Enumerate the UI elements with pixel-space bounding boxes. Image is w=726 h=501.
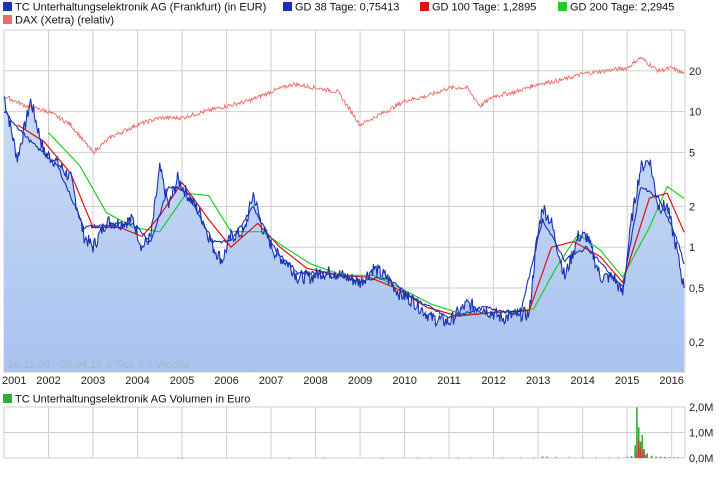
volume-bar <box>541 456 544 458</box>
volume-bar <box>430 457 433 459</box>
volume-bars <box>176 407 680 459</box>
legend-label-gd38: GD 38 Tage: 0,75413 <box>295 2 399 14</box>
volume-bar <box>519 457 522 459</box>
volume-bar <box>668 457 671 458</box>
legend-swatch-gd100 <box>420 2 429 11</box>
volume-legend: TC Unterhaltungselektronik AG Volumen in… <box>3 394 250 406</box>
volume-bar <box>176 457 179 459</box>
x-tick-label: 2005 <box>170 375 194 387</box>
legend-swatch-gd200 <box>558 2 567 11</box>
volume-bar <box>677 457 680 459</box>
series-lines <box>3 56 685 328</box>
legend-swatch-volume <box>3 394 12 403</box>
volume-bar <box>288 457 290 459</box>
x-tick-label: 2014 <box>570 375 594 387</box>
volume-bar <box>664 456 666 458</box>
y-tick-label: 10 <box>689 107 701 119</box>
legend-label-dax: DAX (Xetra) (relativ) <box>15 15 114 27</box>
volume-bar-accent <box>639 447 641 458</box>
volume-bar <box>636 407 638 458</box>
stock-price-line <box>3 96 685 328</box>
legend-swatch-gd38 <box>283 2 292 11</box>
volume-tick-label: 1,0M <box>689 428 713 440</box>
volume-bar <box>323 457 326 459</box>
legend-label-volume: TC Unterhaltungselektronik AG Volumen in… <box>15 394 250 406</box>
volume-bar <box>595 457 597 459</box>
volume-bar <box>626 456 628 458</box>
volume-bar-accent <box>641 452 643 458</box>
volume-bar <box>417 457 419 459</box>
volume-bar <box>646 453 648 458</box>
x-tick-label: 2015 <box>615 375 639 387</box>
volume-bar <box>659 456 662 458</box>
volume-bar <box>650 455 653 458</box>
gd100-line <box>17 124 685 317</box>
dax-line <box>3 56 685 155</box>
y-tick-label: 1 <box>689 242 695 254</box>
legend-label-gd200: GD 200 Tage: 2,2945 <box>570 2 674 14</box>
x-tick-label: 2013 <box>526 375 550 387</box>
y-tick-label: 0,2 <box>689 337 704 349</box>
legend-swatch-stock <box>3 2 12 11</box>
x-tick-label: 2010 <box>392 375 416 387</box>
x-tick-labels: 2001 2002 2003 2004 2005 2006 2007 2008 2009 2010… <box>2 375 684 387</box>
legend-label-stock: TC Unterhaltungselektronik AG (Frankfurt… <box>15 2 266 14</box>
x-tick-label: 2001 <box>2 375 26 387</box>
x-tick-label: 2016 <box>659 375 683 387</box>
volume-tick-label: 0,0M <box>689 453 713 465</box>
date-range-label: 16.11.00 - 08.04.16 1 Tick = 1 Woche <box>8 359 190 371</box>
volume-bar <box>608 457 611 459</box>
x-tick-label: 2006 <box>214 375 238 387</box>
volume-bar <box>457 457 459 459</box>
volume-bar <box>555 457 557 458</box>
volume-bar <box>470 457 473 459</box>
volume-bar <box>568 457 571 458</box>
volume-bar <box>546 456 548 458</box>
y-tick-label: 0,5 <box>689 283 704 295</box>
y-tick-labels: 0,2 0,5 1 2 5 10 20 <box>689 66 704 349</box>
x-tick-label: 2011 <box>437 375 461 387</box>
y-tick-label: 20 <box>689 66 701 78</box>
volume-bar-accent <box>636 453 638 458</box>
stock-area-fill <box>4 96 685 373</box>
x-tick-label: 2007 <box>259 375 283 387</box>
x-tick-label: 2004 <box>125 375 149 387</box>
volume-bar <box>532 457 535 459</box>
volume-bar <box>501 457 504 459</box>
legend: TC Unterhaltungselektronik AG (Frankfurt… <box>3 2 674 27</box>
y-tick-label: 5 <box>689 147 695 159</box>
volume-bar <box>617 457 620 459</box>
volume-bar-accent <box>637 440 640 458</box>
legend-swatch-dax <box>3 15 12 24</box>
volume-bar <box>581 457 584 459</box>
volume-bar <box>655 456 657 458</box>
volume-bar <box>673 457 675 458</box>
volume-bar-accent <box>645 454 647 458</box>
volume-bar <box>634 445 636 458</box>
volume-bar <box>181 457 183 459</box>
x-tick-label: 2008 <box>303 375 327 387</box>
volume-bar <box>641 435 644 458</box>
x-tick-label: 2002 <box>36 375 60 387</box>
x-tick-label: 2003 <box>81 375 105 387</box>
y-tick-label: 2 <box>689 201 695 213</box>
x-tick-label: 2009 <box>348 375 372 387</box>
volume-tick-labels: 0,0M 1,0M 2,0M <box>689 402 713 465</box>
volume-bar-accent <box>643 449 645 458</box>
x-tick-label: 2012 <box>481 375 505 387</box>
stock-area <box>4 96 685 373</box>
legend-label-gd100: GD 100 Tage: 1,2895 <box>432 2 536 14</box>
volume-bar <box>630 455 633 458</box>
volume-bar <box>381 457 384 459</box>
volume-tick-label: 2,0M <box>689 402 713 414</box>
